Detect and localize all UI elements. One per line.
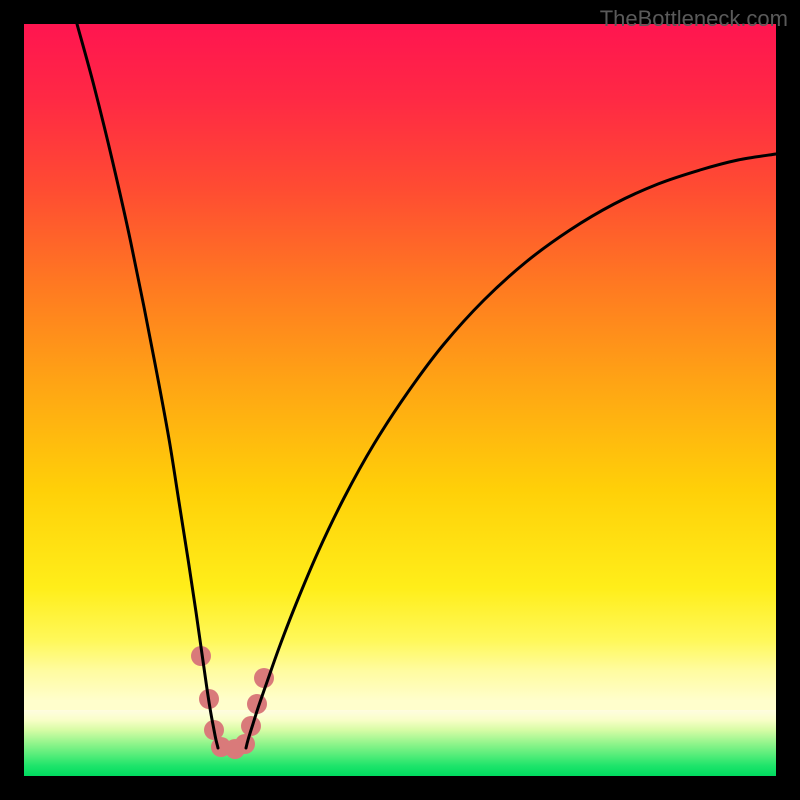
- plot-area: [24, 24, 776, 776]
- marker-dot: [235, 734, 255, 754]
- watermark-text: TheBottleneck.com: [600, 6, 788, 32]
- chart-stage: TheBottleneck.com: [0, 0, 800, 800]
- right-curve: [246, 154, 776, 748]
- left-curve: [77, 24, 218, 748]
- curves-layer: [24, 24, 776, 776]
